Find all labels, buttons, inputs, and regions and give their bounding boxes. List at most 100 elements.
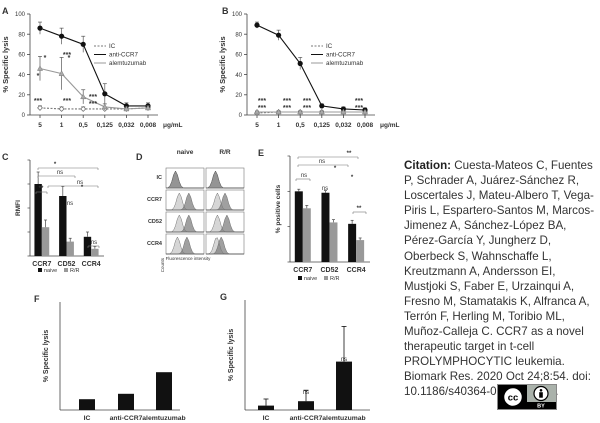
significance-marker: ns: [67, 201, 73, 207]
y-tick-label: 60: [235, 53, 242, 59]
histogram-peak: [166, 192, 204, 211]
x-tick-label: alemtuzumab: [322, 415, 365, 422]
bar-R/R: [91, 248, 99, 256]
significance-marker: ***: [303, 105, 311, 112]
bar-naive: [294, 191, 303, 262]
significance-marker: ***: [34, 98, 42, 105]
cc-text: cc: [508, 393, 519, 404]
y-axis-label: % positive cells: [275, 184, 282, 233]
significance-marker: ***: [89, 101, 97, 108]
x-tick-label: 0,125: [314, 122, 331, 129]
significance-marker: ns: [301, 173, 307, 179]
y-axis-label: % Specific lysis: [218, 36, 227, 92]
histogram-peak: [205, 170, 244, 189]
data-point: [318, 108, 325, 115]
legend-label: R/R: [70, 268, 80, 274]
legend-label: IC: [109, 43, 116, 50]
panel-letter-A: A: [2, 6, 9, 16]
histogram-y-label: Counts: [160, 257, 165, 272]
y-tick-label: 0: [239, 113, 243, 119]
data-point: [123, 105, 130, 112]
data-point: [80, 41, 86, 47]
series-line-anti-CCR7: [256, 24, 366, 111]
x-tick-label: 0,125: [97, 122, 114, 129]
y-tick-label: 0: [22, 113, 26, 119]
y-axis-label: % Specific lysis: [228, 329, 235, 382]
x-tick-label: CCR4: [347, 267, 366, 274]
bar-naive: [59, 196, 67, 256]
significance-marker: *: [37, 73, 40, 80]
series-line-IC: [39, 107, 149, 110]
histogram-row-label: CCR4: [147, 241, 163, 247]
legend-label: anti-CCR7: [326, 52, 355, 59]
x-tick-label: CCR7: [293, 267, 312, 274]
significance-marker: ***: [283, 98, 291, 105]
panel-letter-F: F: [34, 294, 40, 304]
citation-authors: Cuesta-Mateos C, Fuentes P, Schrader A, …: [404, 159, 595, 339]
x-tick-label: 1: [277, 122, 281, 129]
data-point: [80, 106, 87, 112]
x-tick-label: 0,5: [296, 122, 305, 129]
legend-label: anti-CCR7: [109, 52, 138, 59]
y-axis-label: % Specific lysis: [43, 330, 50, 383]
y-tick-label: 100: [15, 12, 26, 18]
significance-marker: ns: [322, 186, 328, 192]
data-point: [58, 70, 65, 76]
bar-naive: [83, 236, 92, 256]
x-tick-label: 0,032: [335, 122, 352, 129]
significance-marker: ns: [77, 180, 83, 186]
legend-label: R/R: [330, 276, 340, 282]
y-tick-label: 80: [18, 32, 25, 38]
x-unit-label: μg/mL: [163, 122, 183, 129]
legend-label: alemtuzumab: [326, 60, 364, 67]
significance-marker: **: [357, 206, 362, 212]
histogram-row-label: CD52: [148, 219, 162, 225]
y-tick-label: 20: [18, 93, 25, 99]
significance-marker: ns: [57, 170, 63, 176]
x-tick-label: 5: [255, 122, 259, 129]
histogram-row-label: IC: [157, 175, 163, 181]
data-point: [253, 108, 261, 115]
data-point: [254, 22, 260, 28]
cc-license-badge: cc BY: [497, 384, 557, 410]
x-tick-label: 0,008: [140, 122, 157, 129]
significance-marker: ***: [63, 98, 71, 105]
x-tick-label: 5: [38, 122, 42, 129]
significance-marker: ***: [355, 98, 363, 105]
significance-marker: *: [81, 185, 84, 191]
y-tick-label: 60: [18, 53, 25, 59]
histogram-x-label: Fluorescence intensity: [166, 256, 212, 261]
bar-R/R: [302, 208, 311, 262]
legend-swatch: [324, 276, 328, 280]
legend-label: IC: [326, 43, 333, 50]
by-text: BY: [537, 404, 545, 410]
x-tick-label: CCR7: [32, 261, 51, 268]
panel-letter-D: D: [136, 152, 143, 162]
series-line-anti-CCR7: [39, 27, 148, 107]
data-point: [36, 65, 44, 71]
histogram-peak: [206, 192, 244, 211]
y-tick-label: 40: [18, 73, 25, 79]
x-tick-label: IC: [84, 415, 91, 422]
significance-marker: ns: [341, 357, 347, 363]
significance-marker: ***: [258, 105, 266, 112]
data-point: [297, 108, 304, 115]
citation-title: CCR7 as a novel therapeutic target in t-…: [404, 325, 584, 369]
significance-marker: ***: [283, 105, 291, 112]
bar-R/R: [329, 222, 338, 262]
legend-swatch: [64, 268, 68, 272]
y-tick-label: 40: [235, 73, 242, 79]
histogram-peak: [206, 214, 244, 233]
histogram-peak: [206, 236, 244, 255]
legend-label: naive: [304, 276, 317, 282]
bar-IC: [258, 405, 274, 410]
data-point: [37, 25, 43, 31]
y-tick-label: 100: [232, 12, 243, 18]
bar-alemtuzumab: [156, 372, 172, 410]
bar-naive: [321, 192, 330, 262]
data-point: [276, 32, 282, 38]
data-point: [340, 108, 347, 115]
bar-R/R: [356, 240, 365, 262]
significance-marker: ns: [91, 240, 97, 246]
